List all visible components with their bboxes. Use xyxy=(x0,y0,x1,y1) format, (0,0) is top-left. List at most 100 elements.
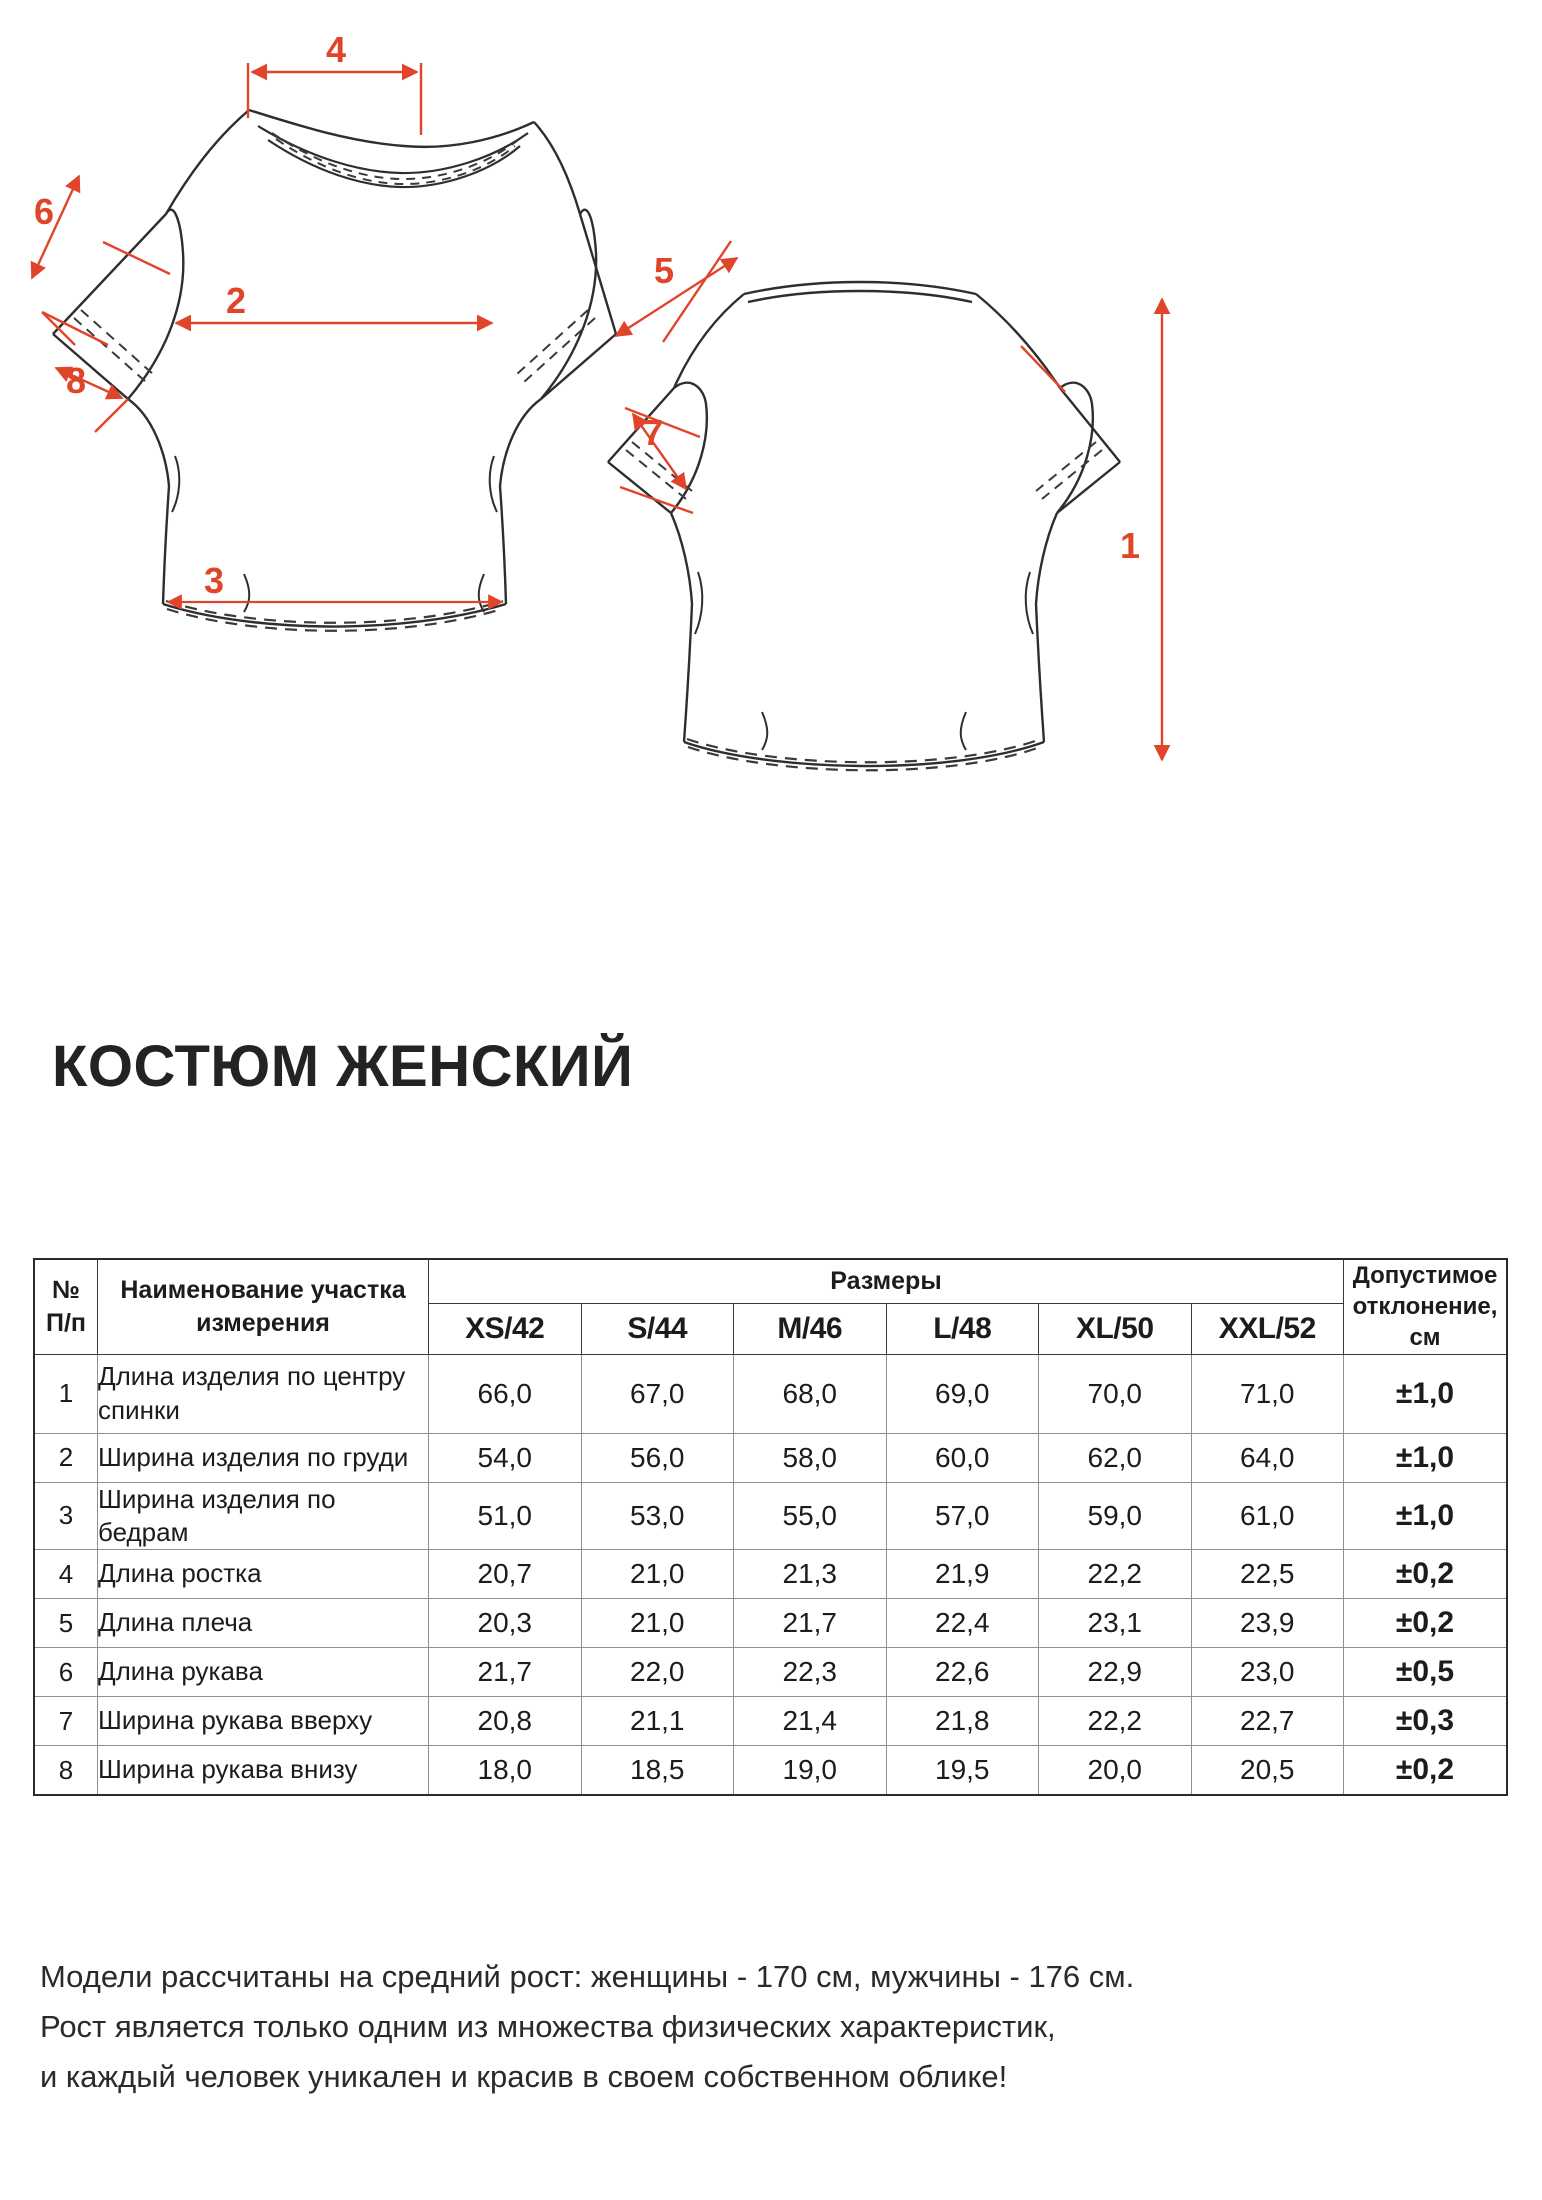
row-value-m: 21,3 xyxy=(733,1549,887,1600)
row-value-xs: 18,0 xyxy=(428,1745,582,1796)
row-deviation: ±0,3 xyxy=(1343,1696,1508,1747)
row-value-s: 56,0 xyxy=(580,1432,734,1483)
row-value-m: 19,0 xyxy=(733,1745,887,1796)
row-value-l: 21,9 xyxy=(885,1549,1039,1600)
row-number: 8 xyxy=(33,1745,98,1796)
note-line-2: Рост является только одним из множества … xyxy=(40,2009,1056,2045)
dimension-7-group xyxy=(619,406,701,515)
row-value-xs: 21,7 xyxy=(428,1647,582,1698)
row-value-s: 22,0 xyxy=(580,1647,734,1698)
row-number: 5 xyxy=(33,1598,98,1649)
dimension-label-2: 2 xyxy=(226,280,246,321)
row-value-xl: 22,2 xyxy=(1038,1696,1192,1747)
row-value-xs: 51,0 xyxy=(428,1481,582,1551)
size-table: № П/п Наименование участка измерения Раз… xyxy=(33,1258,1508,1797)
front-right-sleeve-stitch xyxy=(516,309,596,383)
row-value-l: 57,0 xyxy=(885,1481,1039,1551)
row-value-s: 21,0 xyxy=(580,1549,734,1600)
row-value-m: 68,0 xyxy=(733,1353,887,1434)
row-value-xs: 20,8 xyxy=(428,1696,582,1747)
row-value-xs: 20,7 xyxy=(428,1549,582,1600)
row-value-s: 21,1 xyxy=(580,1696,734,1747)
dimension-6-group xyxy=(30,174,171,347)
row-value-m: 55,0 xyxy=(733,1481,887,1551)
row-deviation: ±0,5 xyxy=(1343,1647,1508,1698)
header-deviation-line3: см xyxy=(1409,1324,1441,1352)
header-size-xxl: XXL/52 xyxy=(1190,1302,1344,1355)
note-line-1: Модели рассчитаны на средний рост: женщи… xyxy=(40,1959,1135,1994)
row-number: 2 xyxy=(33,1432,98,1483)
row-value-l: 60,0 xyxy=(885,1432,1039,1483)
row-value-s: 18,5 xyxy=(580,1745,734,1796)
row-value-l: 69,0 xyxy=(885,1353,1039,1434)
row-deviation: ±0,2 xyxy=(1343,1549,1508,1600)
row-value-xxl: 22,7 xyxy=(1190,1696,1344,1747)
row-value-xs: 54,0 xyxy=(428,1432,582,1483)
header-deviation-line1: Допустимое xyxy=(1352,1262,1498,1289)
row-value-xl: 23,1 xyxy=(1038,1598,1192,1649)
header-size-s: S/44 xyxy=(580,1302,734,1355)
header-number-column: № П/п xyxy=(33,1258,98,1355)
row-measurement-name: Ширина изделия по бедрам xyxy=(97,1481,429,1551)
table-row: 2 Ширина изделия по груди 54,0 56,0 58,0… xyxy=(33,1432,1508,1483)
row-value-xl: 20,0 xyxy=(1038,1745,1192,1796)
header-measurement-name-column: Наименование участка измерения xyxy=(97,1258,429,1355)
row-number: 7 xyxy=(33,1696,98,1747)
row-value-xs: 20,3 xyxy=(428,1598,582,1649)
table-row: 8 Ширина рукава внизу 18,0 18,5 19,0 19,… xyxy=(33,1745,1508,1796)
back-right-sleeve-stitch xyxy=(1035,441,1103,500)
row-value-xl: 59,0 xyxy=(1038,1481,1192,1551)
garment-diagram-svg: 4 6 2 8 3 xyxy=(30,29,1171,772)
dimension-label-3: 3 xyxy=(204,560,224,601)
row-value-xxl: 22,5 xyxy=(1190,1549,1344,1600)
size-table-body: 1 Длина изделия по центру спинки 66,0 67… xyxy=(33,1353,1508,1796)
row-measurement-name: Ширина рукава внизу xyxy=(97,1745,429,1796)
row-value-xxl: 23,0 xyxy=(1190,1647,1344,1698)
table-row: 5 Длина плеча 20,3 21,0 21,7 22,4 23,1 2… xyxy=(33,1598,1508,1649)
row-measurement-name: Ширина рукава вверху xyxy=(97,1696,429,1747)
dimension-label-8: 8 xyxy=(66,360,86,401)
row-value-m: 58,0 xyxy=(733,1432,887,1483)
row-value-m: 21,4 xyxy=(733,1696,887,1747)
row-deviation: ±1,0 xyxy=(1343,1353,1508,1434)
back-tshirt-drawing xyxy=(607,280,1121,768)
dimension-label-7: 7 xyxy=(643,412,663,453)
row-deviation: ±0,2 xyxy=(1343,1745,1508,1796)
table-header-row-2: XS/42 S/44 M/46 L/48 XL/50 XXL/52 xyxy=(34,1302,1507,1355)
row-deviation: ±1,0 xyxy=(1343,1432,1508,1483)
row-value-xl: 22,9 xyxy=(1038,1647,1192,1698)
front-collar-stitch xyxy=(271,132,519,186)
table-row: 7 Ширина рукава вверху 20,8 21,1 21,4 21… xyxy=(33,1696,1508,1747)
dimension-label-6: 6 xyxy=(34,191,54,232)
technical-drawings-panel: 4 6 2 8 3 xyxy=(0,0,1542,1010)
table-header-row-1: № П/п Наименование участка измерения Раз… xyxy=(33,1258,1508,1355)
row-deviation: ±0,2 xyxy=(1343,1598,1508,1649)
front-collar-band xyxy=(257,125,529,189)
row-value-xs: 66,0 xyxy=(428,1353,582,1434)
header-size-xs: XS/42 xyxy=(428,1302,582,1355)
front-hem-stitch xyxy=(165,599,504,632)
row-value-s: 67,0 xyxy=(580,1353,734,1434)
row-measurement-name: Длина рукава xyxy=(97,1647,429,1698)
page-title: КОСТЮМ ЖЕНСКИЙ xyxy=(52,1034,634,1099)
row-value-s: 21,0 xyxy=(580,1598,734,1649)
header-sizes-group: Размеры xyxy=(428,1258,1344,1304)
row-value-s: 53,0 xyxy=(580,1481,734,1551)
table-row: 6 Длина рукава 21,7 22,0 22,3 22,6 22,9 … xyxy=(33,1647,1508,1698)
row-value-l: 19,5 xyxy=(885,1745,1039,1796)
row-number: 3 xyxy=(33,1481,98,1551)
dimension-label-4: 4 xyxy=(326,29,346,70)
row-value-xxl: 71,0 xyxy=(1190,1353,1344,1434)
row-value-xxl: 23,9 xyxy=(1190,1598,1344,1649)
header-size-xl: XL/50 xyxy=(1038,1302,1192,1355)
header-deviation-column: Допустимое отклонение, см xyxy=(1343,1258,1508,1355)
header-number-line2: П/п xyxy=(45,1308,86,1337)
row-value-l: 22,6 xyxy=(885,1647,1039,1698)
front-tshirt-drawing xyxy=(52,108,618,628)
row-measurement-name: Длина изделия по центру спинки xyxy=(97,1353,429,1434)
row-number: 6 xyxy=(33,1647,98,1698)
table-row: 1 Длина изделия по центру спинки 66,0 67… xyxy=(33,1353,1508,1434)
header-size-l: L/48 xyxy=(885,1302,1039,1355)
row-number: 4 xyxy=(33,1549,98,1600)
row-deviation: ±1,0 xyxy=(1343,1481,1508,1551)
